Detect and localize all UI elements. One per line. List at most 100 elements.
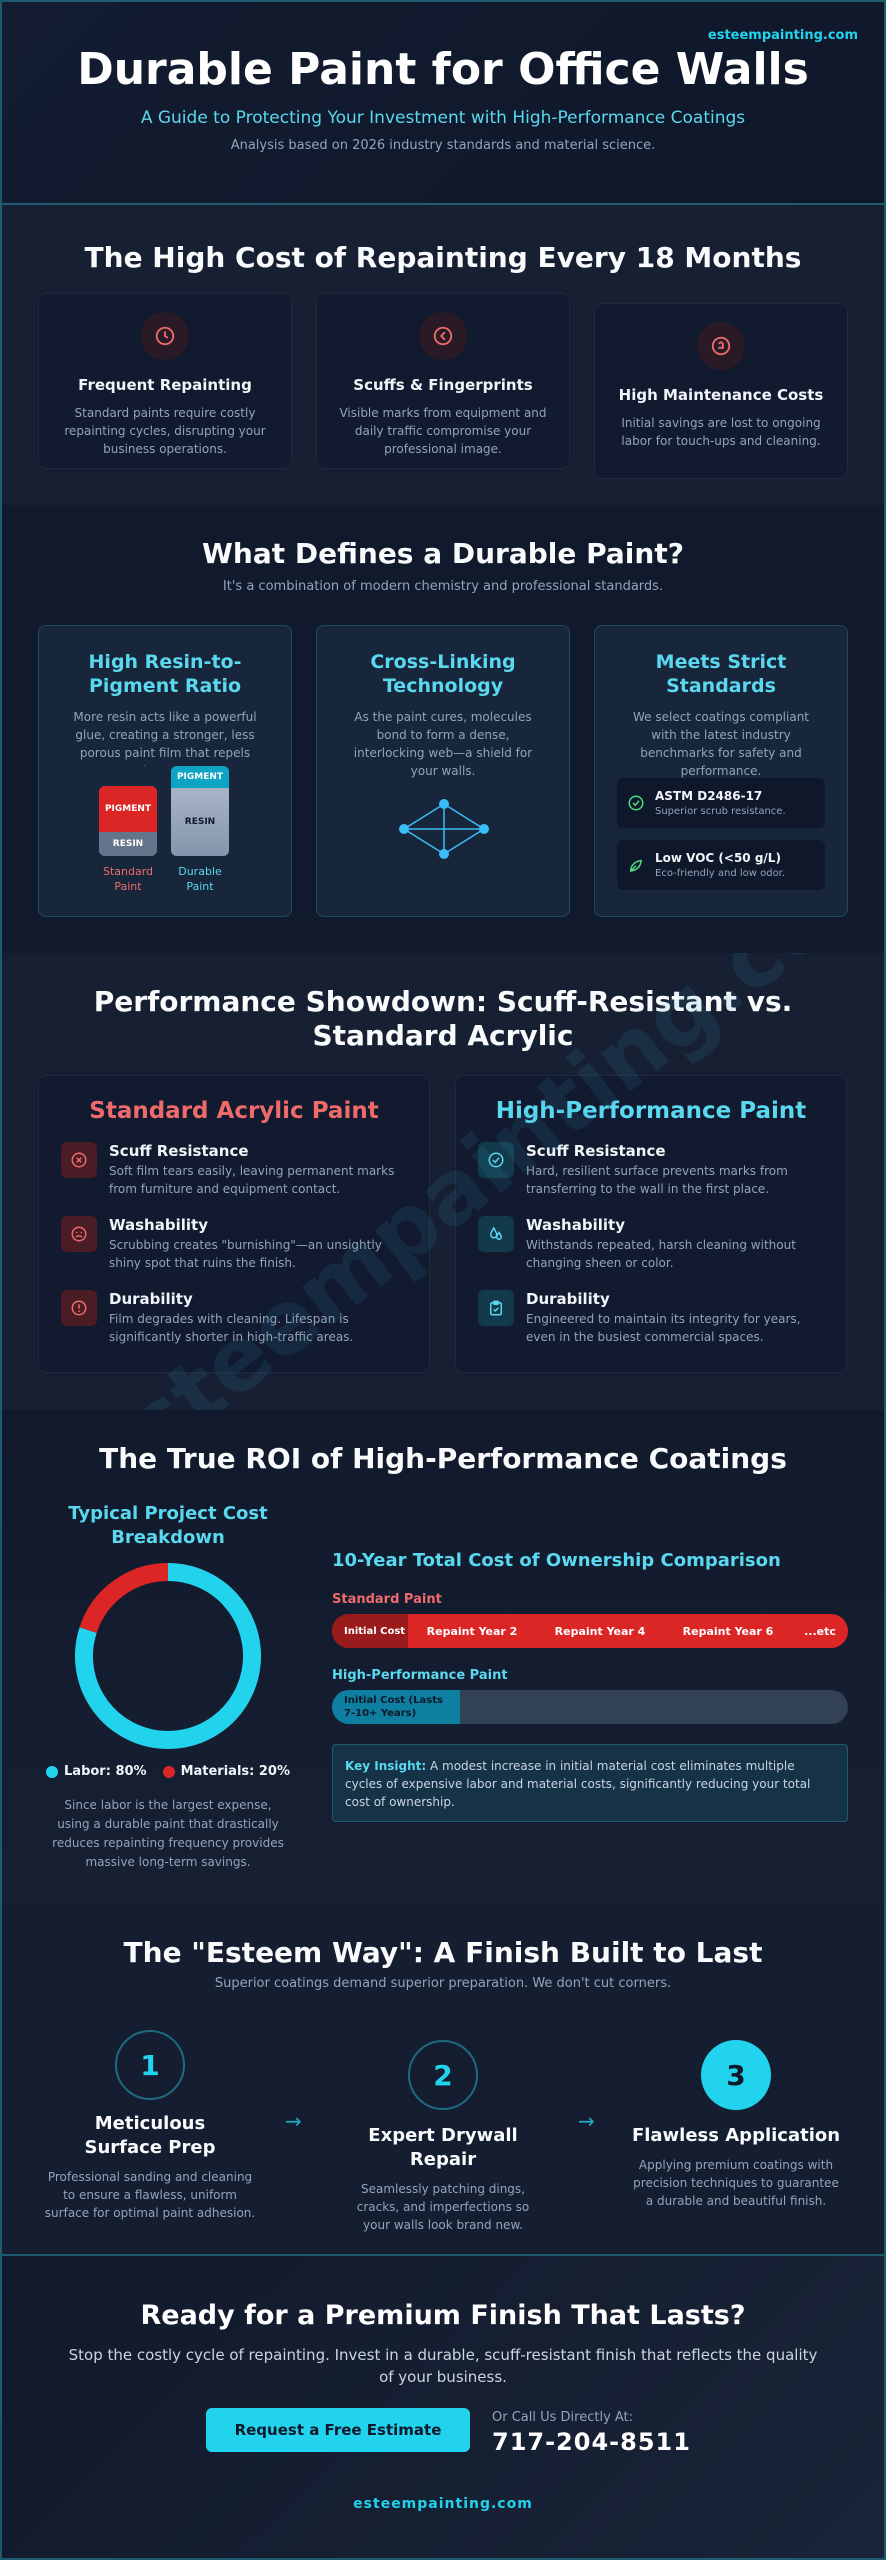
- alert-icon: [61, 1290, 97, 1326]
- section-title: Performance Showdown: Scuff-Resistant vs…: [93, 985, 793, 1052]
- site-link[interactable]: esteempainting.com: [707, 28, 858, 43]
- showdown-section: esteempainting.com Performance Showdown:…: [0, 953, 886, 1410]
- standard-cost-bar: Initial Cost Repaint Year 2 Repaint Year…: [332, 1614, 848, 1648]
- card-text: As the paint cures, molecules bond to fo…: [353, 710, 533, 778]
- step-title: Flawless Application: [631, 2125, 841, 2146]
- clock-icon: [141, 312, 189, 360]
- feature-text: Film degrades with cleaning. Lifespan is…: [109, 1312, 354, 1344]
- header: esteempainting.com Durable Paint for Off…: [0, 0, 886, 205]
- coin-icon: [697, 322, 745, 370]
- high-performance-panel: High-Performance Paint Scuff Resistance H…: [455, 1075, 847, 1373]
- leaf-icon: [629, 859, 643, 872]
- feature-row: Scuff Resistance Soft film tears easily, …: [61, 1142, 407, 1198]
- card-text: Standard paints require costly repaintin…: [64, 406, 266, 456]
- step-number: 1: [115, 2030, 185, 2100]
- feature-row: Washability Scrubbing creates "burnishing…: [61, 1216, 407, 1272]
- check-circle-icon: [628, 795, 644, 811]
- define-card: Cross-Linking Technology As the paint cu…: [316, 625, 570, 917]
- feature-text: Scrubbing creates "burnishing"—an unsigh…: [109, 1238, 382, 1270]
- card-title: High Resin-to-Pigment Ratio: [88, 651, 242, 697]
- donut-slice-materials: [79, 1563, 169, 1634]
- legend-label: Materials: 20%: [180, 1764, 290, 1779]
- define-card: Meets Strict Standards We select coating…: [594, 625, 848, 917]
- header-note: Analysis based on 2026 industry standard…: [230, 138, 656, 153]
- arrow-icon: →: [578, 2109, 595, 2133]
- bar-segment: ...etc: [804, 1624, 836, 1638]
- feature-title: Washability: [526, 1216, 625, 1234]
- panel-heading: Standard Acrylic Paint: [89, 1098, 379, 1124]
- fingerprint-icon: [419, 312, 467, 360]
- feature-row: Durability Film degrades with cleaning. L…: [61, 1290, 407, 1346]
- footer-link[interactable]: esteempainting.com: [353, 2496, 533, 2512]
- defines-section: What Defines a Durable Paint? It's a com…: [0, 505, 886, 953]
- legend-item: Labor: 80%: [46, 1764, 147, 1779]
- standard-bar-label: Standard Paint: [332, 1592, 442, 1607]
- card-title: Cross-Linking Technology: [370, 651, 516, 697]
- step-title: Meticulous Surface Prep: [84, 2113, 216, 2158]
- step: 1 Meticulous Surface Prep Professional s…: [40, 2030, 260, 2222]
- donut-note: Since labor is the largest expense, usin…: [52, 1798, 284, 1869]
- section-subtitle: It's a combination of modern chemistry a…: [222, 579, 664, 594]
- esteem-section: The "Esteem Way": A Finish Built to Last…: [0, 1902, 886, 2254]
- section-subtitle: Superior coatings demand superior prepar…: [214, 1976, 672, 1991]
- panel-heading: High-Performance Paint: [495, 1098, 807, 1124]
- feature-text: Withstands repeated, harsh cleaning with…: [526, 1238, 796, 1270]
- standard-title: Low VOC (<50 g/L): [655, 851, 781, 865]
- donut-title: Typical Project Cost Breakdown: [68, 1503, 268, 1548]
- cost-breakdown-donut: [75, 1563, 261, 1749]
- sad-face-icon: [61, 1216, 97, 1252]
- standard-paint-panel: Standard Acrylic Paint Scuff Resistance S…: [38, 1075, 430, 1373]
- feature-title: Washability: [109, 1216, 208, 1234]
- feature-text: Engineered to maintain its integrity for…: [526, 1312, 801, 1344]
- card-title: Scuffs & Fingerprints: [353, 376, 533, 394]
- durable-can: PIGMENT RESIN: [171, 766, 229, 856]
- section-title: The "Esteem Way": A Finish Built to Last: [123, 1936, 763, 1969]
- step-text: Professional sanding and cleaning to ens…: [44, 2170, 256, 2220]
- call-label: Or Call Us Directly At:: [492, 2410, 634, 2425]
- high-bar-label: High-Performance Paint: [332, 1668, 508, 1683]
- phone-number[interactable]: 717-204-8511: [492, 2428, 691, 2456]
- bar-segment: Repaint Year 2: [426, 1624, 518, 1638]
- card-text: We select coatings compliant with the la…: [632, 710, 810, 778]
- feature-row: Scuff Resistance Hard, resilient surface …: [478, 1142, 824, 1198]
- standard-item: ASTM D2486-17 Superior scrub resistance.: [617, 778, 825, 828]
- cost-card: High Maintenance Costs Initial savings a…: [594, 303, 848, 479]
- feature-title: Scuff Resistance: [109, 1142, 249, 1160]
- insight-label: Key Insight:: [345, 1759, 427, 1773]
- legend-label: Labor: 80%: [64, 1764, 147, 1779]
- bar-segment: Initial Cost: [332, 1614, 408, 1648]
- clipboard-check-icon: [478, 1290, 514, 1326]
- standard-title: ASTM D2486-17: [655, 789, 763, 803]
- cost-section: The High Cost of Repainting Every 18 Mon…: [0, 205, 886, 505]
- card-title: Frequent Repainting: [78, 376, 252, 394]
- pigment-layer: PIGMENT: [99, 786, 157, 832]
- check-circle-icon: [478, 1142, 514, 1178]
- feature-row: Durability Engineered to maintain its int…: [478, 1290, 824, 1346]
- step-title: Expert Drywall Repair: [368, 2125, 518, 2170]
- standard-item: Low VOC (<50 g/L) Eco-friendly and low o…: [617, 840, 825, 890]
- feature-row: Washability Withstands repeated, harsh cl…: [478, 1216, 824, 1272]
- feature-title: Durability: [109, 1290, 193, 1308]
- step-number: 3: [701, 2040, 771, 2110]
- card-text: Visible marks from equipment and daily t…: [339, 406, 547, 456]
- key-insight-box: Key Insight: A modest increase in initia…: [332, 1744, 848, 1822]
- can-label: Durable Paint: [178, 865, 222, 893]
- step-number: 2: [408, 2040, 478, 2110]
- cta-title: Ready for a Premium Finish That Lasts?: [140, 2300, 746, 2331]
- cost-card: Frequent Repainting Standard paints requ…: [38, 293, 292, 469]
- step: 2 Expert Drywall Repair Seamlessly patch…: [333, 2040, 553, 2234]
- tco-title: 10-Year Total Cost of Ownership Comparis…: [332, 1550, 781, 1571]
- section-title: What Defines a Durable Paint?: [202, 537, 684, 570]
- cost-card: Scuffs & Fingerprints Visible marks from…: [316, 293, 570, 469]
- resin-layer: RESIN: [171, 788, 229, 856]
- step-text: Seamlessly patching dings, cracks, and i…: [356, 2182, 530, 2232]
- request-estimate-button[interactable]: Request a Free Estimate: [206, 2408, 470, 2452]
- section-title: The High Cost of Repainting Every 18 Mon…: [84, 241, 802, 274]
- standard-text: Superior scrub resistance.: [655, 806, 786, 817]
- feature-text: Soft film tears easily, leaving permanen…: [109, 1164, 395, 1196]
- arrow-icon: →: [285, 2109, 302, 2133]
- section-title: The True ROI of High-Performance Coating…: [99, 1442, 787, 1475]
- standard-can: PIGMENT RESIN: [99, 786, 157, 856]
- donut-legend: Labor: 80% Materials: 20%: [38, 1764, 298, 1779]
- x-circle-icon: [61, 1142, 97, 1178]
